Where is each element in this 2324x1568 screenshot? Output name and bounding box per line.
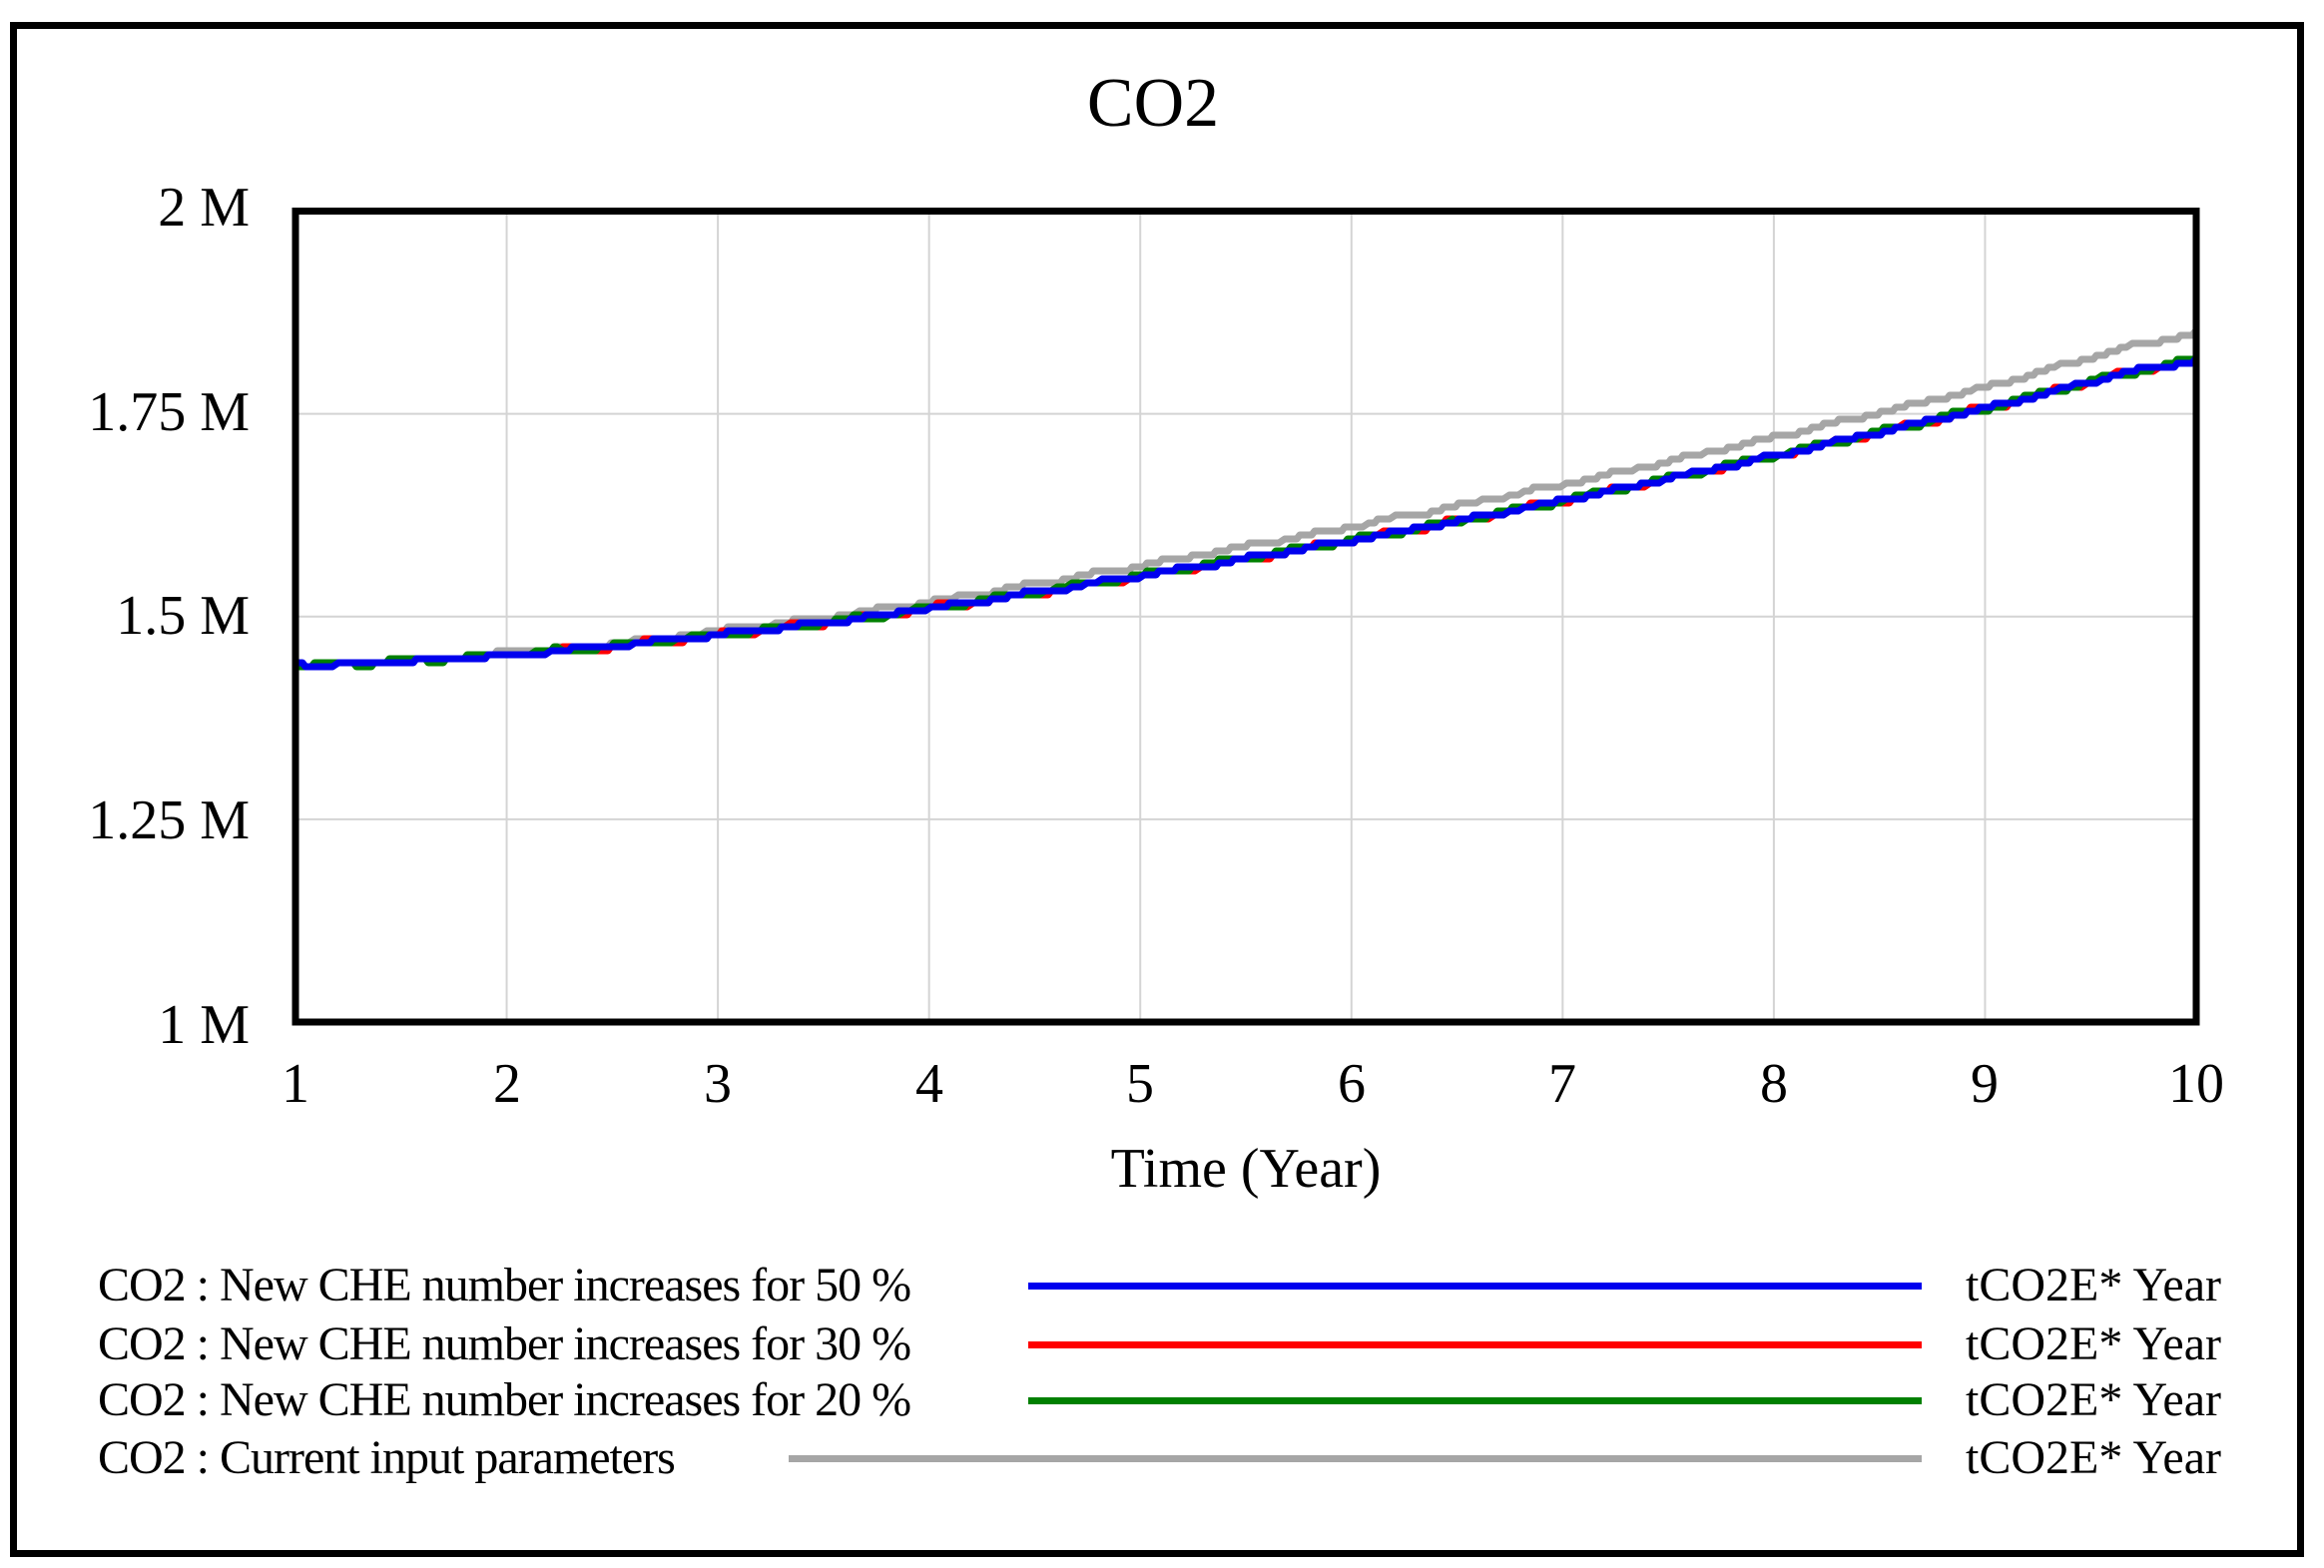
legend-row-50pct: CO2 : New CHE number increases for 50 % …: [0, 1258, 2324, 1313]
legend-row-20pct: CO2 : New CHE number increases for 20 % …: [0, 1372, 2324, 1428]
page-border: [10, 22, 2304, 1557]
x-tick-2: 2: [493, 1053, 521, 1115]
x-axis-label: Time (Year): [1110, 1138, 1382, 1200]
x-tick-1: 1: [282, 1053, 309, 1115]
series-curves: [293, 328, 2198, 671]
y-tick-15m: 1.5 M: [116, 585, 250, 647]
x-tick-6: 6: [1338, 1053, 1366, 1115]
x-tick-9: 9: [1971, 1053, 1999, 1115]
legend-row-30pct: CO2 : New CHE number increases for 30 % …: [0, 1316, 2324, 1372]
y-tick-1m: 1 M: [158, 994, 250, 1056]
legend-line-blue: [1028, 1283, 1922, 1290]
legend-label-current: CO2 : Current input parameters: [98, 1431, 676, 1484]
legend-unit-50pct: tCO2E* Year: [1965, 1259, 2221, 1311]
x-tick-5: 5: [1126, 1053, 1154, 1115]
legend-unit-30pct: tCO2E* Year: [1965, 1317, 2221, 1370]
x-tick-8: 8: [1760, 1053, 1788, 1115]
y-tick-2m: 2 M: [158, 177, 250, 239]
y-tick-175m: 1.75 M: [88, 381, 250, 443]
legend-label-30pct: CO2 : New CHE number increases for 30 %: [98, 1317, 911, 1370]
x-tick-4: 4: [915, 1053, 943, 1115]
x-tick-3: 3: [704, 1053, 732, 1115]
legend-line-red: [1028, 1341, 1922, 1348]
x-tick-10: 10: [2168, 1053, 2224, 1115]
legend-label-50pct: CO2 : New CHE number increases for 50 %: [98, 1259, 911, 1311]
chart-title: CO2: [1086, 65, 1220, 142]
legend-unit-current: tCO2E* Year: [1965, 1431, 2221, 1484]
legend-unit-20pct: tCO2E* Year: [1965, 1373, 2221, 1426]
legend-line-green: [1028, 1397, 1922, 1404]
gridlines: [295, 211, 2196, 1022]
legend-row-current: CO2 : Current input parameters tCO2E* Ye…: [0, 1430, 2324, 1486]
series-curve-0: [295, 356, 2198, 671]
legend-label-20pct: CO2 : New CHE number increases for 20 %: [98, 1373, 911, 1426]
legend-line-gray: [789, 1455, 1922, 1462]
y-tick-125m: 1.25 M: [88, 789, 250, 851]
plot-frame: [291, 208, 2200, 1026]
x-tick-7: 7: [1548, 1053, 1576, 1115]
